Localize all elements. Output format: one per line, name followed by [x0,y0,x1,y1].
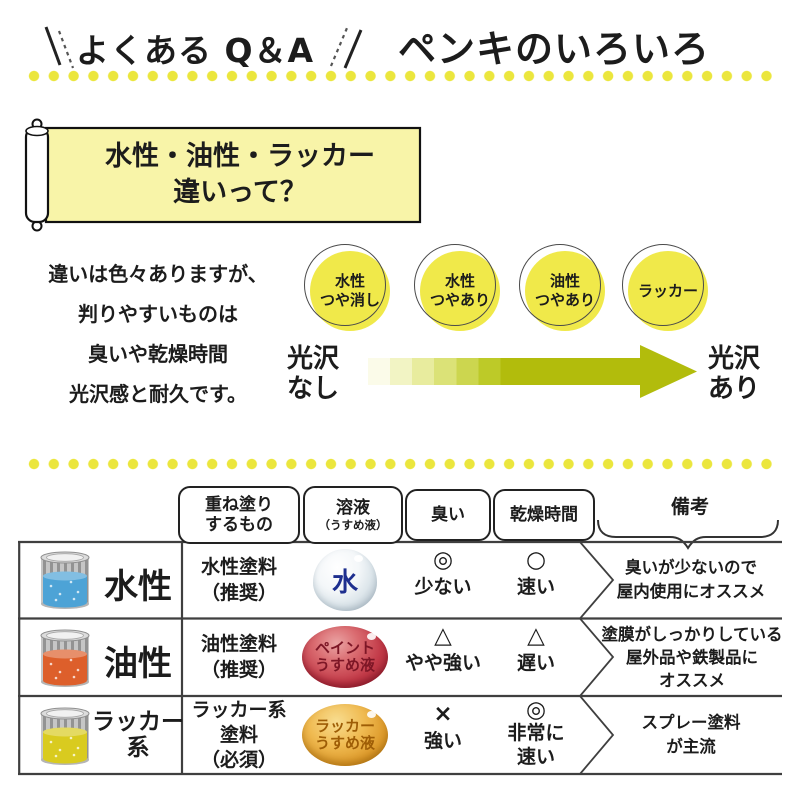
notes-brace [597,519,779,550]
intro-line: 違いは色々ありますが、 [48,262,268,286]
blob-shine [354,555,363,562]
dotted-divider-middle [28,458,780,470]
header-notes-label: 備考 [670,496,709,518]
smell-label-water: 少ない [414,576,472,598]
water-drop-label: 水 [331,567,358,598]
intro-line: 臭いや乾燥時間 [88,342,228,366]
gloss-full-label: 光沢 あり [707,344,760,404]
header-solvent: 溶液 （うすめ液） [303,486,403,544]
header-smell-label: 臭い [431,505,465,525]
header-solvent-sublabel: （うすめ液） [318,518,388,532]
paint-thinner-label: ペイント うすめ液 [314,639,375,674]
gloss-circle-water-matte: 水性 つや消し [310,251,390,331]
row-type-water: 水性塗料 （推奨） [200,556,277,604]
paint-can-icon-oil [36,626,94,690]
slash-marks-right [329,27,363,69]
lacquer-thinner-icon: ラッカー うすめ液 [302,704,388,766]
question-banner: 水性・油性・ラッカー 違いって？ [60,128,420,222]
slash-marks-left [44,26,75,69]
paint-can-icon-water [36,548,94,612]
header-recoat-label: 重ね塗り するもの [205,495,273,535]
remark-oil: 塗膜がしっかりしている 屋外品や鉄製品に オススメ [601,625,783,690]
smell-label-lacquer: 強い [423,730,462,752]
blob-shine [367,633,376,640]
gloss-circle-label: ラッカー [637,281,698,300]
row-type-lacquer: ラッカー系 塗料 （必須） [191,699,287,771]
dry-symbol-oil: △ [527,623,545,649]
paint-can-icon-lacquer [36,704,94,768]
smell-symbol-water: ◎ [432,547,454,573]
gloss-circle-lacquer: ラッカー [628,251,708,331]
dry-label-water: 速い [516,576,555,598]
paint-thinner-icon: ペイント うすめ液 [302,626,388,688]
blob-shine [367,711,376,718]
lacquer-thinner-label: ラッカー うすめ液 [314,717,375,752]
gloss-circle-label: 水性 つやあり [429,272,490,309]
question-line1: 水性・油性・ラッカー [105,141,375,172]
header-drytime-label: 乾燥時間 [510,505,578,525]
gloss-circle-oil-glossy: 油性 つやあり [525,251,605,331]
dotted-divider-top [28,70,780,82]
gloss-arrow [368,345,697,398]
row-name-oil: 油性 [104,644,172,684]
header-recoat: 重ね塗り するもの [178,486,300,544]
faq-badge: よくある Q＆A [76,31,315,70]
header-drytime: 乾燥時間 [493,489,595,541]
gloss-circle-water-glossy: 水性 つやあり [420,251,500,331]
gloss-none-label: 光沢 なし [286,344,339,404]
dry-label-lacquer: 非常に 速い [507,722,565,768]
remark-lacquer: スプレー塗料 が主流 [641,713,741,756]
gloss-circle-label: 油性 つやあり [534,272,595,309]
row-name-water: 水性 [104,567,172,607]
remark-water: 臭いが少ないので 屋内使用にオススメ [616,558,766,601]
page-title: ペンキのいろいろ [398,27,711,71]
gloss-circle-label: 水性 つや消し [319,272,380,309]
intro-line: 光沢感と耐久です。 [69,382,247,406]
smell-label-oil: やや強い [404,652,481,674]
dry-label-oil: 遅い [516,652,555,674]
header-solvent-label: 溶液 [336,498,370,518]
smell-symbol-lacquer: × [433,701,453,727]
question-line2: 違いって？ [173,177,307,208]
scroll-roll [24,126,50,224]
header-smell: 臭い [405,489,491,541]
row-name-lacquer: ラッカー 系 [92,709,184,761]
dry-symbol-lacquer: ◎ [525,697,547,723]
dry-symbol-water: ○ [525,547,547,573]
smell-symbol-oil: △ [434,623,452,649]
intro-line: 判りやすいものは [78,302,238,326]
water-drop-icon: 水 [313,549,377,611]
intro-text: 違いは色々ありますが、 判りやすいものは 臭いや乾燥時間 光沢感と耐久です。 [24,254,292,414]
row-type-oil: 油性塗料 （推奨） [200,633,277,681]
